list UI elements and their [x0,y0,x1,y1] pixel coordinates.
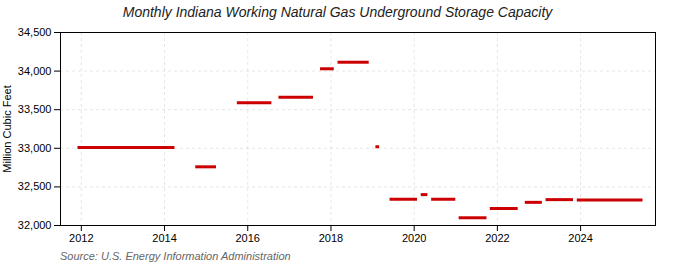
svg-text:2012: 2012 [69,232,93,244]
svg-text:2024: 2024 [568,232,592,244]
svg-text:2018: 2018 [319,232,343,244]
svg-text:33,000: 33,000 [18,142,52,154]
svg-text:Million Cubic Feet: Million Cubic Feet [1,85,13,172]
html-text:Monthly Indiana Working Natura: Monthly Indiana Working Natural Gas Unde… [122,4,553,20]
svg-text:33,500: 33,500 [18,103,52,115]
html-text:Source: U.S. Energy Informatio: Source: U.S. Energy Information Administ… [60,250,291,262]
svg-text:2016: 2016 [235,232,259,244]
svg-text:2020: 2020 [402,232,426,244]
svg-text:32,000: 32,000 [18,219,52,231]
svg-text:34,000: 34,000 [18,65,52,77]
svg-text:32,500: 32,500 [18,180,52,192]
svg-text:2014: 2014 [152,232,176,244]
svg-text:34,500: 34,500 [18,26,52,38]
svg-text:2022: 2022 [485,232,509,244]
